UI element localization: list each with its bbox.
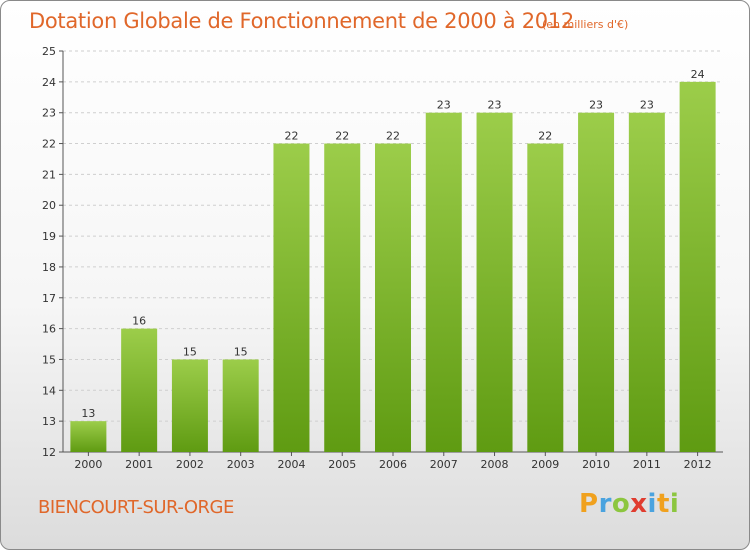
y-tick-label: 20 <box>42 199 56 212</box>
x-tick-label-2010: 2010 <box>582 458 610 471</box>
bar-2008 <box>476 112 513 452</box>
data-label-2000: 13 <box>81 407 95 420</box>
data-label-2004: 22 <box>284 130 298 143</box>
chart-subtitle: (en milliers d'€) <box>542 18 629 31</box>
data-label-2012: 24 <box>691 68 705 81</box>
x-tick-label-2008: 2008 <box>481 458 509 471</box>
logo-letter: x <box>630 489 648 519</box>
x-tick-label-2006: 2006 <box>379 458 407 471</box>
logo-letter: P <box>579 489 599 519</box>
proxiti-logo: Proxiti <box>579 489 679 519</box>
x-tick-label-2004: 2004 <box>277 458 305 471</box>
data-label-2002: 15 <box>183 345 197 358</box>
data-label-2003: 15 <box>234 345 248 358</box>
bar-2000 <box>70 421 107 452</box>
bar-2006 <box>375 143 411 453</box>
bar-2003 <box>222 359 259 452</box>
bar-2011 <box>628 112 665 452</box>
bar-2007 <box>425 112 462 452</box>
y-tick-label: 25 <box>42 45 56 58</box>
y-tick-label: 18 <box>42 261 56 274</box>
data-label-2009: 22 <box>538 130 552 143</box>
data-label-2007: 23 <box>437 99 451 112</box>
logo-letter: t <box>656 489 670 519</box>
x-tick-label-2000: 2000 <box>74 458 102 471</box>
commune-name: BIENCOURT-SUR-ORGE <box>38 497 234 518</box>
data-label-2006: 22 <box>386 130 400 143</box>
bar-2005 <box>324 143 361 453</box>
bar-2009 <box>527 143 564 453</box>
x-tick-label-2011: 2011 <box>633 458 661 471</box>
y-tick-label: 16 <box>42 323 56 336</box>
bar-2012 <box>679 81 716 452</box>
y-tick-label: 14 <box>42 384 56 397</box>
x-tick-label-2005: 2005 <box>328 458 356 471</box>
bar-2001 <box>121 328 158 452</box>
data-label-2010: 23 <box>589 99 603 112</box>
y-tick-label: 15 <box>42 353 56 366</box>
y-tick-label: 12 <box>42 446 56 459</box>
y-tick-label: 22 <box>42 138 56 151</box>
y-tick-label: 23 <box>42 107 56 120</box>
x-tick-label-2007: 2007 <box>430 458 458 471</box>
logo-letter: o <box>611 489 631 519</box>
bar-2002 <box>171 359 208 452</box>
logo-letter: i <box>647 489 657 519</box>
logo-letter: i <box>669 489 680 519</box>
x-tick-label-2001: 2001 <box>125 458 153 471</box>
bar-2004 <box>273 143 310 453</box>
logo-letter: r <box>598 489 612 519</box>
data-label-2008: 23 <box>488 99 502 112</box>
y-tick-label: 13 <box>42 415 56 428</box>
y-tick-label: 21 <box>42 168 56 181</box>
x-tick-label-2002: 2002 <box>176 458 204 471</box>
bar-chart: 12 13 14 15 16 17 18 19 20 21 22 23 24 25 13 2000 16 2001… <box>42 45 723 471</box>
data-label-2001: 16 <box>132 315 146 328</box>
x-tick-label-2003: 2003 <box>227 458 255 471</box>
bar-2010 <box>578 112 615 452</box>
y-tick-label: 17 <box>42 292 56 305</box>
chart-title: Dotation Globale de Fonctionnement de 20… <box>29 9 574 33</box>
y-tick-label: 19 <box>42 230 56 243</box>
x-tick-label-2012: 2012 <box>684 458 712 471</box>
data-label-2005: 22 <box>335 130 349 143</box>
y-tick-label: 24 <box>42 76 56 89</box>
x-tick-label-2009: 2009 <box>531 458 559 471</box>
data-label-2011: 23 <box>640 99 654 112</box>
